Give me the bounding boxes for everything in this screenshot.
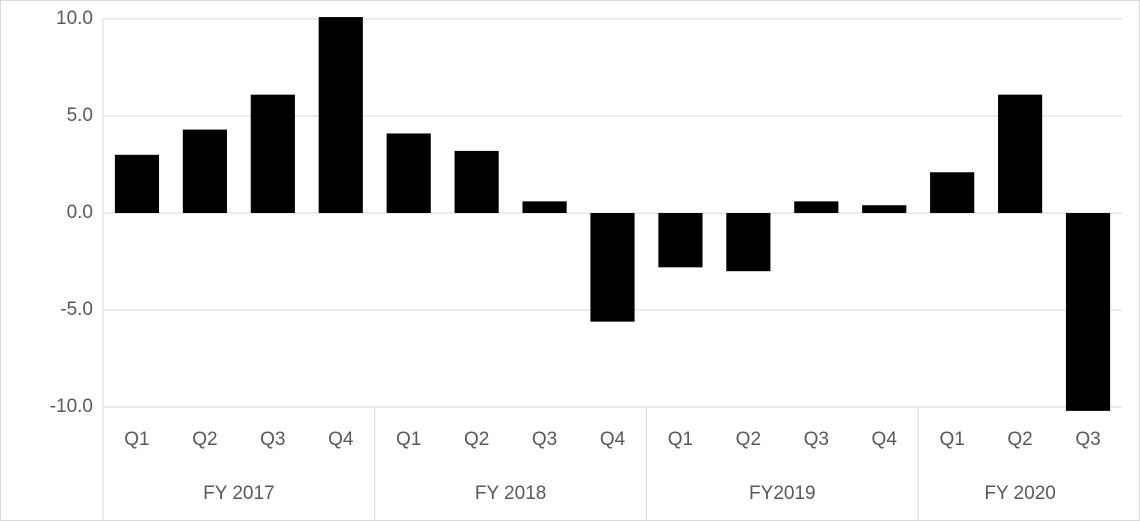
bar — [522, 201, 567, 213]
y-tick-label: 10.0 — [56, 8, 93, 29]
x-tick-label: Q2 — [736, 429, 761, 450]
group-label: FY 2020 — [984, 483, 1055, 504]
y-tick-label: 0.0 — [67, 202, 93, 223]
bar — [794, 201, 839, 213]
x-tick-label: Q3 — [260, 429, 285, 450]
bar — [658, 213, 703, 268]
y-tick-label: 5.0 — [67, 105, 93, 126]
bar — [318, 17, 363, 214]
x-tick-label: Q1 — [124, 429, 149, 450]
bar — [182, 129, 227, 213]
bar — [454, 150, 499, 213]
bar — [930, 172, 975, 213]
x-tick-label: Q3 — [804, 429, 829, 450]
group-label: FY 2017 — [203, 483, 274, 504]
y-tick-label: -5.0 — [60, 299, 93, 320]
x-tick-label: Q1 — [939, 429, 964, 450]
x-tick-label: Q1 — [668, 429, 693, 450]
group-label: FY2019 — [749, 483, 816, 504]
bar — [250, 94, 295, 213]
bar — [1065, 213, 1111, 411]
x-tick-label: Q1 — [396, 429, 421, 450]
bar — [998, 94, 1043, 213]
x-tick-label: Q2 — [192, 429, 217, 450]
x-tick-label: Q4 — [328, 429, 354, 450]
x-tick-label: Q3 — [1075, 429, 1100, 450]
bar — [386, 133, 431, 213]
x-tick-label: Q3 — [532, 429, 557, 450]
bar — [590, 213, 635, 322]
x-tick-label: Q2 — [464, 429, 489, 450]
bar — [726, 213, 771, 272]
x-tick-label: Q2 — [1007, 429, 1032, 450]
bar — [114, 154, 160, 213]
x-tick-label: Q4 — [600, 429, 626, 450]
y-tick-label: -10.0 — [50, 396, 93, 417]
bar — [862, 205, 907, 213]
group-label: FY 2018 — [475, 483, 546, 504]
x-tick-label: Q4 — [872, 429, 898, 450]
